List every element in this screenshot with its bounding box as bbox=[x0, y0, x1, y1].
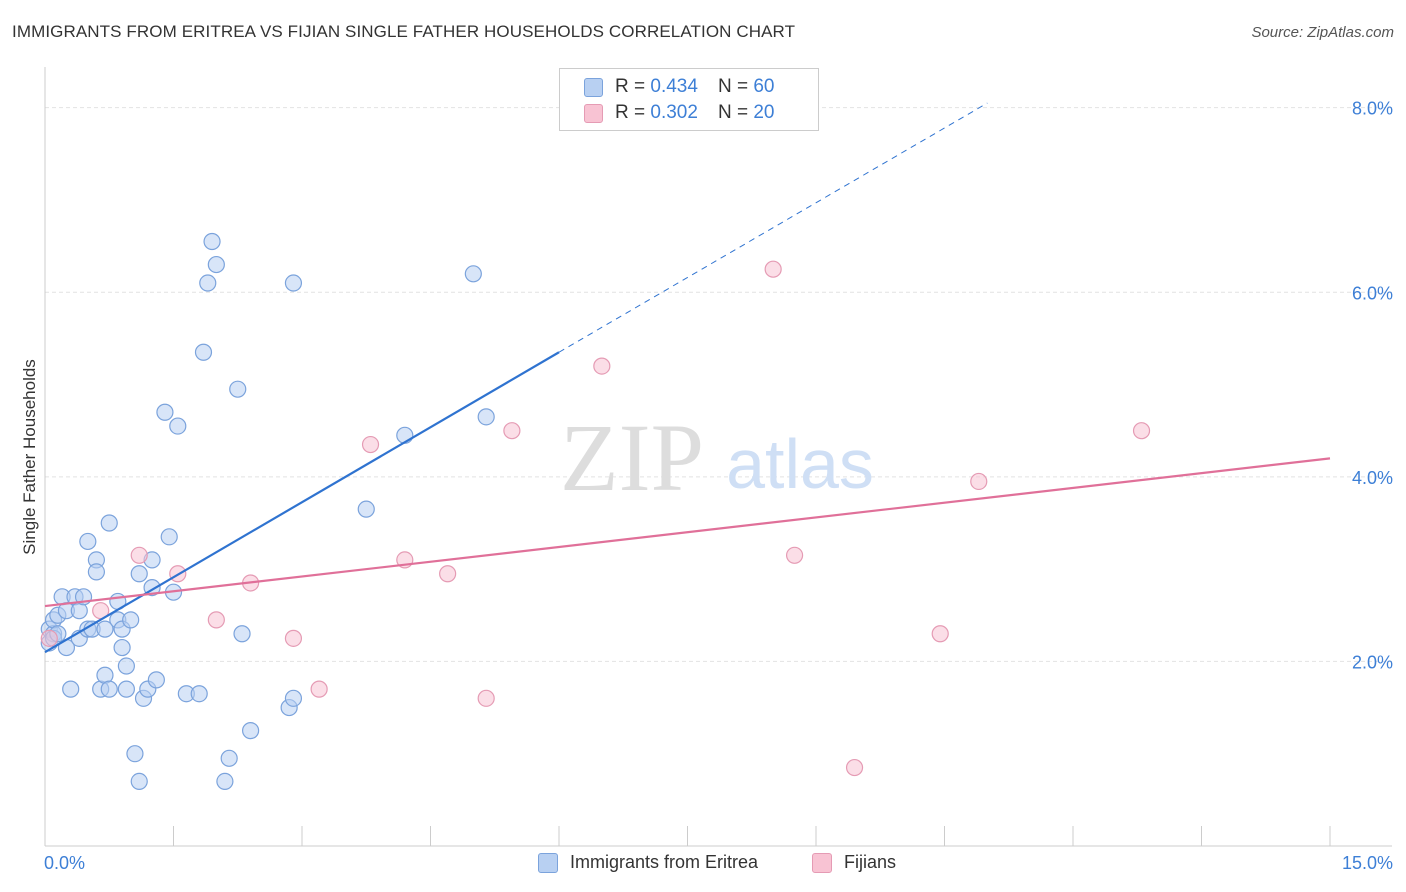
n-value: 60 bbox=[753, 76, 775, 97]
eritrea-point bbox=[100, 514, 118, 532]
legend-swatch-pink bbox=[584, 103, 603, 123]
eritrea-point bbox=[203, 232, 221, 251]
watermark-atlas: atlas bbox=[726, 425, 874, 503]
fijian-point bbox=[845, 758, 864, 777]
fijian-point bbox=[1132, 422, 1151, 440]
eritrea-point bbox=[117, 680, 135, 698]
fijian-point bbox=[593, 357, 611, 375]
eritrea-point bbox=[87, 563, 106, 581]
fijian-point bbox=[439, 565, 457, 583]
eritrea-point bbox=[147, 671, 165, 689]
legend-swatch-pink bbox=[812, 852, 832, 873]
n-label: N = bbox=[717, 102, 749, 123]
fijian-point bbox=[477, 689, 495, 707]
fijian-point bbox=[310, 680, 328, 698]
legend-swatch-blue bbox=[538, 852, 558, 873]
x-tick-label: 15.0% bbox=[1342, 853, 1393, 873]
legend-item-fijians[interactable]: Fijians bbox=[812, 852, 896, 873]
eritrea-point bbox=[160, 528, 178, 546]
fijian-point bbox=[40, 629, 58, 647]
eritrea-point bbox=[396, 426, 414, 444]
legend-row-eritrea: R = 0.434 N = 60 bbox=[584, 74, 774, 100]
y-tick-label: 6.0% bbox=[1352, 283, 1393, 303]
eritrea-point bbox=[122, 611, 140, 629]
eritrea-trend-extension bbox=[558, 102, 988, 353]
fijian-point bbox=[130, 546, 148, 564]
source-label: Source: ZipAtlas.com bbox=[1251, 24, 1394, 41]
eritrea-point bbox=[126, 745, 144, 763]
eritrea-point bbox=[464, 265, 482, 283]
eritrea-point bbox=[117, 657, 135, 675]
fijian-point bbox=[970, 472, 988, 491]
eritrea-point bbox=[233, 625, 251, 643]
eritrea-point bbox=[284, 689, 303, 707]
r-label: R = bbox=[615, 102, 646, 123]
legend-row-fijians: R = 0.302 N = 20 bbox=[584, 100, 774, 126]
eritrea-point bbox=[130, 565, 148, 583]
eritrea-point bbox=[199, 274, 217, 292]
legend-label: Immigrants from Eritrea bbox=[570, 852, 759, 872]
eritrea-point bbox=[216, 772, 234, 790]
correlation-legend: R = 0.434 N = 60 R = 0.302 N = 20 bbox=[559, 68, 819, 131]
eritrea-point bbox=[169, 417, 187, 435]
trend-lines bbox=[44, 102, 1331, 654]
eritrea-point bbox=[79, 532, 97, 551]
fijian-point bbox=[503, 422, 521, 440]
n-value: 20 bbox=[753, 102, 775, 123]
eritrea-point bbox=[477, 408, 495, 426]
fijian-point bbox=[785, 546, 804, 564]
watermark-zip: ZIP bbox=[560, 404, 704, 511]
data-points bbox=[40, 232, 1151, 790]
fijian-point bbox=[207, 611, 225, 629]
r-value: 0.434 bbox=[650, 76, 698, 97]
eritrea-point bbox=[207, 255, 225, 274]
y-axis-label: Single Father Households bbox=[20, 359, 39, 555]
eritrea-point bbox=[284, 274, 303, 292]
eritrea-point bbox=[194, 343, 213, 361]
eritrea-point bbox=[156, 403, 174, 421]
eritrea-point bbox=[242, 722, 260, 740]
y-tick-label: 4.0% bbox=[1352, 468, 1393, 488]
eritrea-point bbox=[190, 685, 208, 703]
eritrea-point bbox=[100, 680, 118, 698]
n-label: N = bbox=[717, 76, 749, 97]
legend-swatch-blue bbox=[584, 77, 603, 97]
tick-labels: 2.0% 4.0% 6.0% 8.0% 0.0% 15.0% bbox=[44, 99, 1393, 873]
legend-label: Fijians bbox=[844, 852, 897, 872]
fijian-trend-line bbox=[44, 457, 1331, 608]
y-tick-label: 2.0% bbox=[1352, 652, 1393, 672]
eritrea-trend-line bbox=[44, 351, 560, 654]
fijian-point bbox=[284, 629, 303, 647]
axes bbox=[44, 67, 1392, 847]
eritrea-point bbox=[62, 680, 80, 698]
y-tick-label: 8.0% bbox=[1352, 99, 1393, 119]
eritrea-point bbox=[229, 380, 247, 398]
eritrea-point bbox=[130, 772, 148, 790]
eritrea-point bbox=[96, 620, 114, 638]
fijian-point bbox=[764, 260, 782, 278]
fijian-point bbox=[931, 625, 949, 643]
eritrea-point bbox=[113, 638, 131, 657]
chart-title: IMMIGRANTS FROM ERITREA VS FIJIAN SINGLE… bbox=[12, 22, 796, 41]
series-legend: Immigrants from Eritrea Fijians bbox=[0, 852, 1406, 876]
r-label: R = bbox=[615, 76, 646, 97]
x-tick-label: 0.0% bbox=[44, 853, 85, 873]
fijian-point bbox=[361, 435, 380, 454]
watermark: ZIP atlas bbox=[560, 404, 874, 511]
r-value: 0.302 bbox=[650, 102, 698, 123]
eritrea-point bbox=[220, 749, 238, 767]
legend-item-eritrea[interactable]: Immigrants from Eritrea bbox=[538, 852, 758, 873]
eritrea-point bbox=[357, 500, 375, 518]
